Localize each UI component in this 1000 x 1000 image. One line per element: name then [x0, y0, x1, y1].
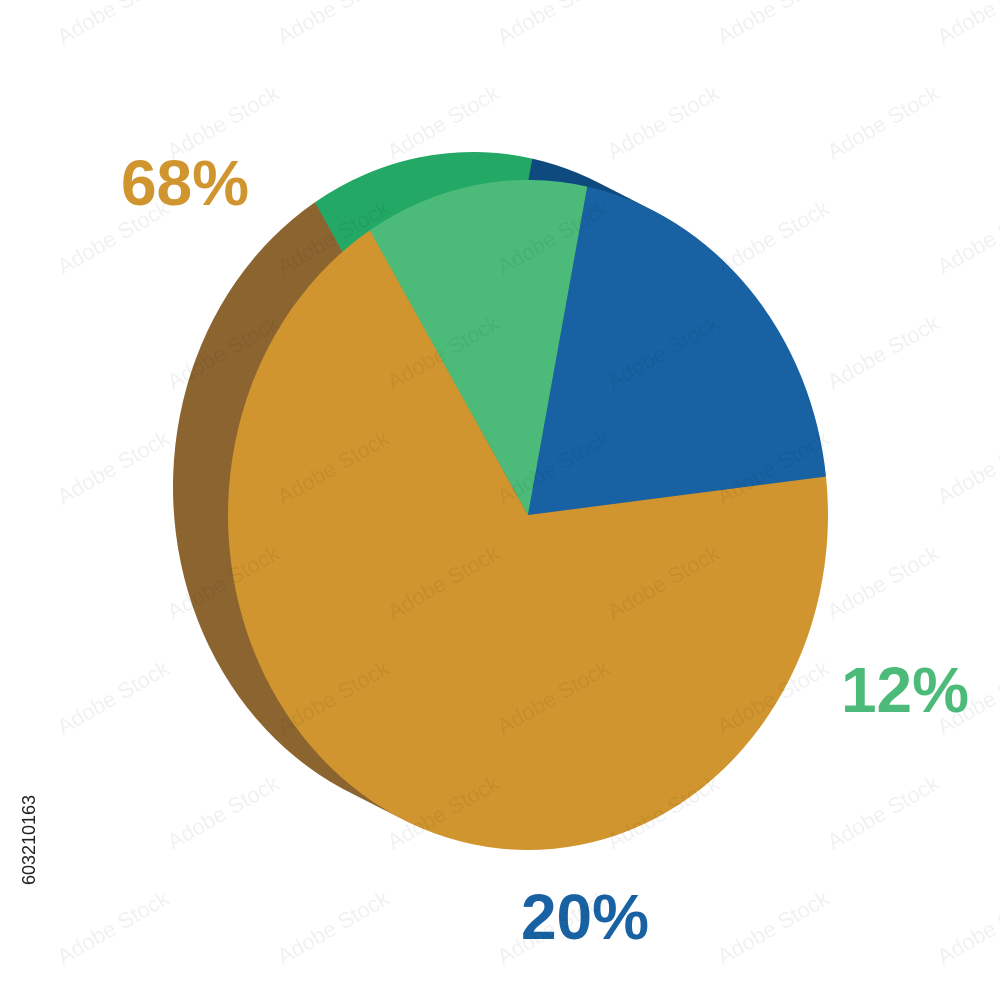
stock-id: 603210163: [19, 795, 39, 885]
value-label: 20%: [521, 881, 649, 953]
value-label: 12%: [841, 654, 969, 726]
slice: [528, 186, 827, 515]
value-label: 68%: [121, 147, 249, 219]
slice: [369, 180, 588, 516]
slice: [228, 230, 829, 850]
